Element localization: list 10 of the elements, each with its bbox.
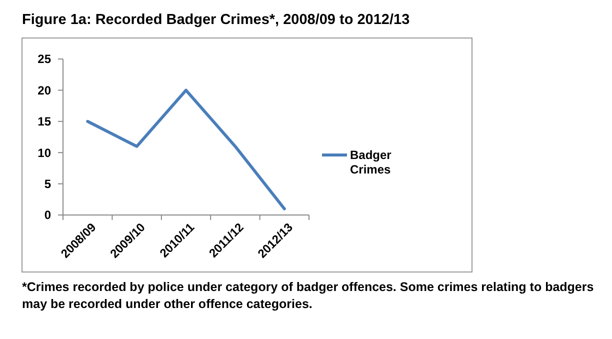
line-series [86, 88, 286, 210]
legend-label: Badger Crimes [350, 148, 392, 177]
y-tick-label: 20 [38, 83, 52, 98]
y-tick-label: 0 [44, 208, 52, 222]
y-tick-label: 10 [38, 146, 52, 160]
text: *Crimes recorded by police under category of badger offences. Some crimes relating to badgers may be recorded under other offence categories. [22, 280, 594, 311]
chart-title: Figure 1a: Recorded Badger Crimes*, 2008/09 to 2012/13 [22, 12, 410, 28]
y-tick-label: 25 [38, 52, 52, 66]
y-tick-label: 5 [44, 177, 52, 191]
y-tick-label: 15 [38, 114, 52, 129]
